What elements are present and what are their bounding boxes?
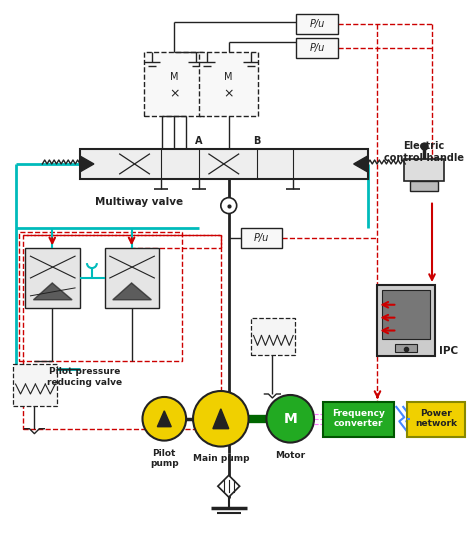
Polygon shape (157, 411, 171, 427)
Bar (199, 52, 258, 116)
Bar (241, 229, 283, 248)
Text: Frequency
converter: Frequency converter (332, 409, 385, 428)
Bar (323, 402, 394, 437)
Bar (296, 14, 338, 34)
Bar (26, 248, 80, 307)
Text: P/u: P/u (310, 43, 325, 53)
Bar (296, 38, 338, 58)
Text: P/u: P/u (310, 19, 325, 29)
Text: ×: × (224, 87, 234, 100)
Text: Pilot pressure
reducing valve: Pilot pressure reducing valve (47, 367, 123, 386)
Bar (22, 235, 221, 429)
Text: IPC: IPC (439, 346, 458, 357)
Bar (13, 364, 57, 406)
Circle shape (221, 198, 237, 214)
Text: A: A (195, 136, 203, 146)
Bar (145, 52, 204, 116)
Ellipse shape (266, 395, 314, 443)
Text: B: B (253, 136, 260, 146)
Bar (251, 317, 295, 355)
Polygon shape (218, 475, 240, 497)
Bar (395, 344, 417, 352)
Bar (407, 402, 465, 437)
Text: M: M (170, 72, 179, 82)
Polygon shape (213, 409, 229, 429)
Polygon shape (354, 156, 367, 172)
Text: Electric
control handle: Electric control handle (384, 141, 464, 163)
Text: M: M (283, 412, 297, 426)
Text: M: M (225, 72, 233, 82)
Ellipse shape (143, 397, 186, 440)
Polygon shape (80, 156, 94, 172)
Text: P/u: P/u (254, 233, 269, 243)
Bar (377, 285, 435, 356)
Text: ×: × (169, 87, 180, 100)
Text: Power
network: Power network (415, 409, 457, 428)
Text: Pilot
pump: Pilot pump (150, 449, 179, 468)
Text: Motor: Motor (275, 450, 305, 459)
Bar (404, 159, 444, 181)
Bar (105, 248, 159, 307)
Bar (410, 181, 438, 191)
Polygon shape (33, 283, 72, 300)
Bar (80, 149, 367, 179)
Bar (383, 290, 430, 339)
Bar (18, 232, 182, 361)
Ellipse shape (193, 391, 248, 447)
Text: Main pump: Main pump (192, 454, 249, 464)
Text: Multiway valve: Multiway valve (95, 197, 183, 206)
Polygon shape (113, 283, 151, 300)
